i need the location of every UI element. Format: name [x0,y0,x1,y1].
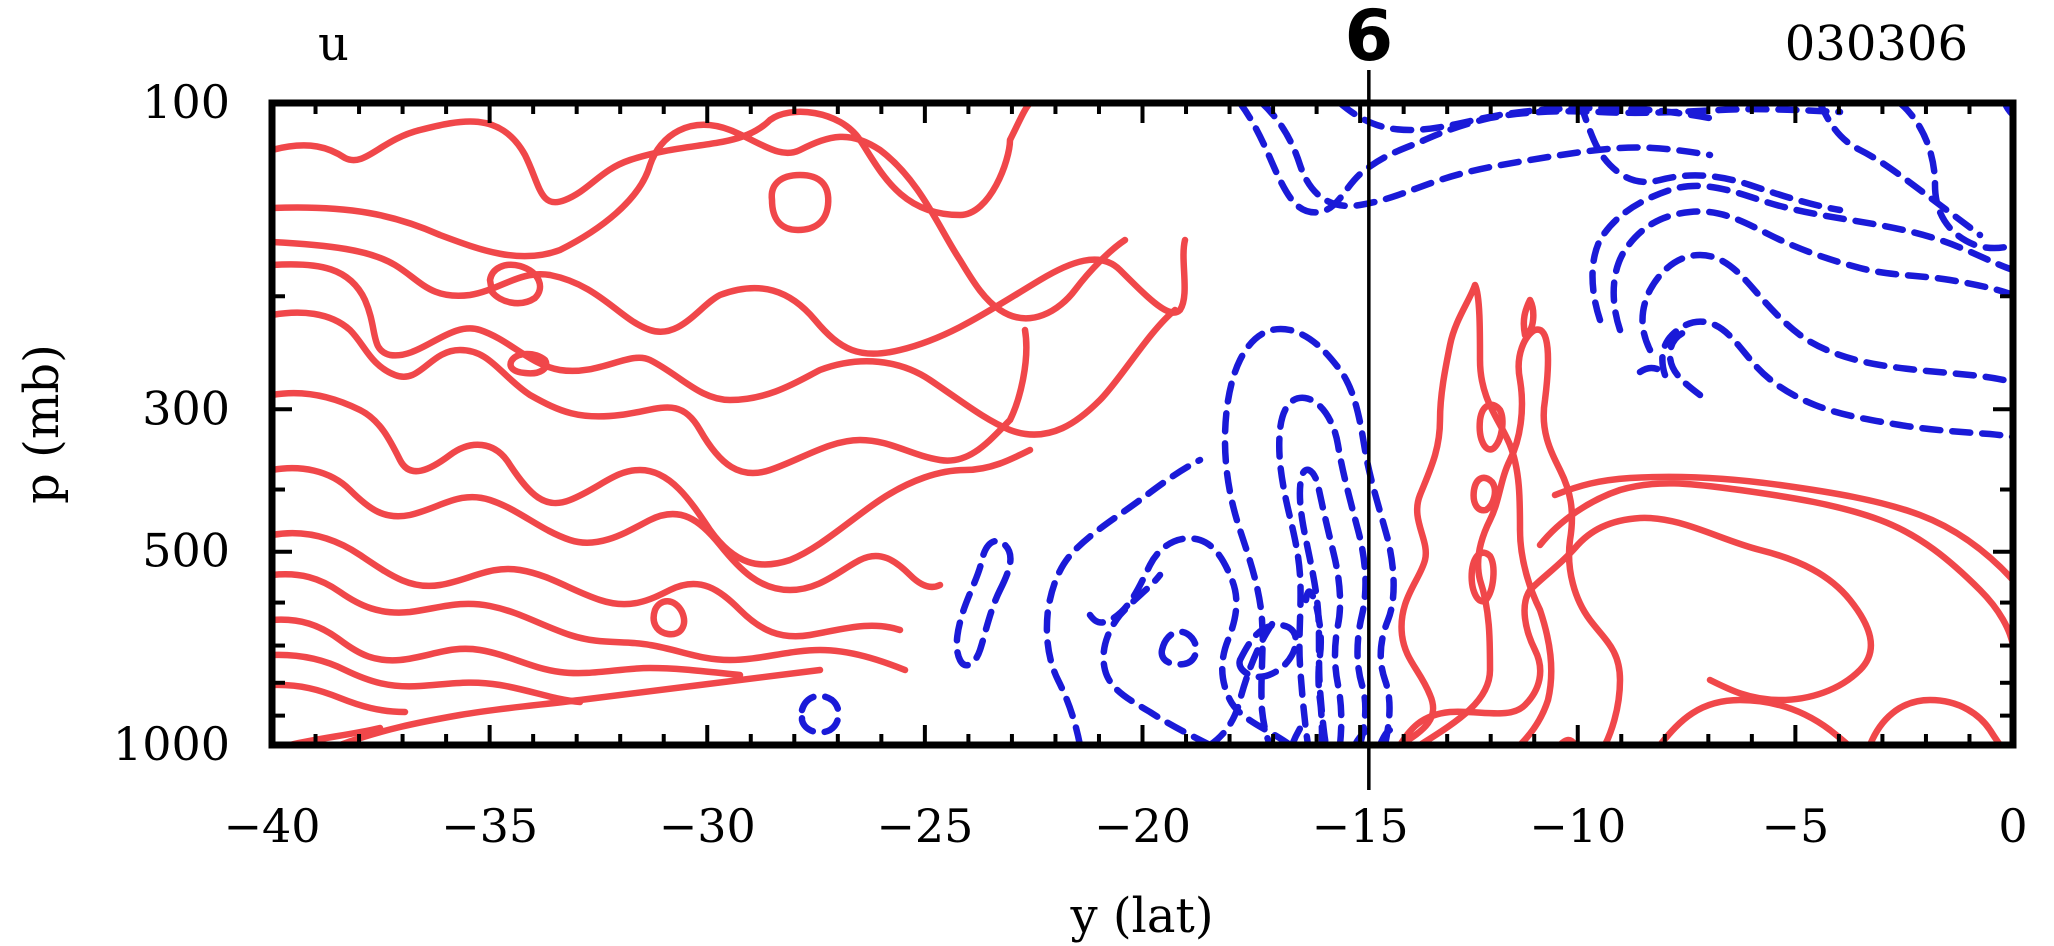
plot-frame [268,99,2017,749]
positive-contour-island [1468,549,1497,605]
positive-contour [272,121,1129,322]
positive-contour [1520,296,1537,339]
positive-contour [272,261,1179,438]
variable-label: u [318,16,349,72]
negative-contour [1896,103,2013,252]
x-tick-label: −30 [659,799,756,853]
x-tick-label: 0 [1998,799,2027,853]
positive-contour [272,464,944,594]
positive-contour-island [1476,401,1506,453]
negative-contour [1666,326,1704,399]
negative-contour [1236,103,1844,216]
negative-contour [1639,251,2013,386]
negative-contour [1206,616,1279,745]
negative-contour-island [1158,628,1200,668]
negative-contour [1659,318,2013,441]
marker-label: 6 [1344,0,1393,77]
negative-contour [1816,103,1984,239]
negative-contour [1258,103,1714,210]
x-tick-label: −40 [223,799,320,853]
contour-area [272,103,2013,745]
y-tick-label: 1000 [113,717,230,771]
positive-contour [272,309,1030,477]
negative-contour [1302,588,1326,745]
y-tick-label: 500 [142,524,230,578]
positive-contour [1396,514,1875,745]
positive-contour [1416,326,1624,745]
negative-contour [1636,364,1669,379]
x-tick-label: −10 [1529,799,1626,853]
negative-contour [1100,571,1214,745]
y-axis-title: p (mb) [14,344,70,504]
x-tick-label: −15 [1312,799,1409,853]
positive-contour [336,666,824,745]
negative-contour [953,537,1014,669]
positive-contour [272,529,904,640]
y-tick-label: 300 [142,381,230,435]
positive-contour [272,236,1189,357]
positive-contour [272,616,744,679]
y-tick-label: 100 [142,75,230,129]
x-axis-title: y (lat) [1069,888,1213,944]
negative-contour [1221,325,1397,745]
positive-contour [1536,480,2013,649]
x-tick-labels: −40 −35 −30 −25 −20 −15 −10 −5 0 [223,799,2027,853]
positive-contour-island [768,171,832,234]
positive-contour-island [507,350,550,377]
negative-contour [1576,103,1844,214]
positive-contour [272,681,409,716]
x-tick-label: −25 [876,799,973,853]
negative-contour-island [798,692,842,736]
x-tick-label: −35 [441,799,538,853]
date-label: 030306 [1785,16,1968,72]
x-tick-label: −20 [1094,799,1191,853]
positive-contour-island [1470,474,1499,514]
negative-contour [1236,621,1300,681]
positive-contour [1551,473,2013,584]
negative-contour [1043,456,1204,745]
positive-contour [1656,696,1852,745]
positive-contour [1866,696,2004,745]
positive-contour-island [650,598,688,638]
positive-contour [272,571,909,674]
negative-contour [1336,103,1724,134]
negative-contour [1610,208,2013,334]
positive-contour-island [486,261,544,307]
x-tick-label: −5 [1761,799,1829,853]
positive-contour [272,651,584,706]
negative-contour [1275,394,1369,745]
positive-contour [272,389,1034,568]
positive-contour [1396,281,1555,745]
y-tick-labels: 100 300 500 1000 [113,75,230,771]
